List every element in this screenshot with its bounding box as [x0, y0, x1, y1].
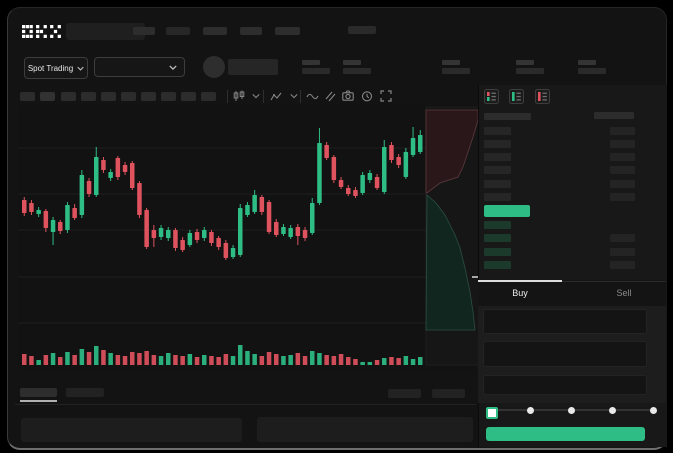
tab-sell[interactable]: Sell [616, 288, 632, 298]
trade-tabs: Buy Sell [478, 280, 666, 306]
ask-amount-placeholder[interactable] [610, 180, 635, 188]
pair-selector[interactable] [94, 57, 185, 77]
bid-amount-placeholder[interactable] [610, 234, 635, 242]
ask-amount-placeholder[interactable] [610, 127, 635, 135]
ask-amount-placeholder[interactable] [610, 153, 635, 161]
ticker-stat [516, 60, 546, 75]
interval-placeholder[interactable] [181, 92, 196, 101]
interval-placeholder[interactable] [101, 92, 116, 101]
pair-name-placeholder [228, 59, 278, 75]
interval-buttons [20, 92, 220, 101]
alert-clock-icon[interactable] [361, 90, 373, 102]
ask-amount-placeholder[interactable] [610, 166, 635, 174]
ask-amount-placeholder[interactable] [610, 193, 635, 201]
bid-price-placeholder[interactable] [484, 261, 511, 269]
ask-price-placeholder[interactable] [484, 153, 511, 161]
interval-placeholder[interactable] [61, 92, 76, 101]
candles-layer [22, 127, 423, 260]
ticker-stat [578, 60, 608, 75]
price-input[interactable] [483, 309, 647, 334]
toolbar-divider [300, 90, 301, 103]
depth-overlay [425, 106, 478, 366]
active-tab-indicator [478, 280, 562, 282]
orderbook-col-header-price [484, 113, 531, 120]
ask-price-placeholder[interactable] [484, 180, 511, 188]
ticker-stat [302, 60, 332, 75]
book-combined-icon[interactable] [484, 89, 499, 104]
nav-item-placeholder[interactable] [203, 27, 227, 35]
search-input[interactable] [66, 23, 145, 40]
amount-input[interactable] [483, 341, 647, 367]
nav-item-placeholder[interactable] [240, 27, 262, 35]
interval-placeholder[interactable] [121, 92, 136, 101]
toolbar-divider [227, 90, 228, 103]
bid-price-placeholder[interactable] [484, 221, 511, 229]
chevron-down-icon [77, 66, 84, 71]
price-chart-svg [18, 106, 478, 366]
nav-item-placeholder[interactable] [166, 27, 190, 35]
indicator-wave-icon[interactable] [306, 92, 319, 101]
slider-step-dot[interactable] [650, 407, 657, 414]
ask-amount-placeholder[interactable] [610, 140, 635, 148]
token-avatar[interactable] [203, 56, 225, 78]
ask-price-placeholder[interactable] [484, 166, 511, 174]
compare-icon[interactable] [324, 90, 336, 102]
bid-amount-placeholder[interactable] [610, 248, 635, 256]
nav-item-placeholder[interactable] [275, 27, 300, 35]
bid-price-placeholder[interactable] [484, 234, 511, 242]
orderbook-view-toggles [484, 89, 550, 109]
bid-amount-placeholder[interactable] [610, 261, 635, 269]
interval-placeholder[interactable] [20, 92, 35, 101]
bid-price-placeholder[interactable] [484, 248, 511, 256]
bottom-tab-placeholder[interactable] [66, 388, 104, 397]
bottom-panel-placeholder [21, 418, 242, 442]
ticker-stat [343, 60, 373, 75]
interval-placeholder[interactable] [201, 92, 216, 101]
tabs-divider [478, 281, 666, 282]
volume-layer [22, 345, 423, 365]
camera-icon[interactable] [342, 90, 354, 101]
order-form [478, 306, 666, 403]
ask-price-placeholder[interactable] [484, 127, 511, 135]
candles-icon[interactable] [233, 90, 245, 102]
interval-placeholder[interactable] [161, 92, 176, 101]
last-price-badge[interactable] [484, 205, 530, 217]
book-asks-icon[interactable] [534, 89, 550, 104]
interval-placeholder[interactable] [81, 92, 96, 101]
okx-logo-icon [22, 25, 61, 38]
price-chart[interactable] [18, 105, 478, 370]
okx-logo[interactable] [22, 25, 62, 38]
bottom-divider [15, 404, 476, 405]
nav-item-placeholder[interactable] [133, 27, 155, 35]
bottom-tab-active-underline [20, 400, 57, 402]
interval-placeholder[interactable] [141, 92, 156, 101]
buy-submit-button[interactable] [486, 427, 645, 441]
total-input[interactable] [483, 375, 647, 395]
line-chart-icon[interactable] [270, 91, 282, 102]
chevron-down-icon[interactable] [252, 93, 260, 99]
ticker-stat [442, 60, 472, 75]
orderbook-col-header-amount [594, 112, 634, 119]
book-bids-icon[interactable] [509, 89, 525, 104]
toolbar-divider [263, 90, 264, 103]
chevron-down-icon[interactable] [290, 93, 298, 99]
bottom-panel-placeholder [257, 417, 473, 442]
slider-step-dot[interactable] [609, 407, 616, 414]
ask-price-placeholder[interactable] [484, 140, 511, 148]
nav-item-placeholder[interactable] [348, 26, 376, 34]
slider-step-dot[interactable] [527, 407, 534, 414]
slider-step-dot[interactable] [568, 407, 575, 414]
slider-handle[interactable] [486, 407, 498, 419]
bottom-action-placeholder[interactable] [432, 389, 465, 398]
market-type-label: Spot Trading [27, 63, 74, 73]
bottom-action-placeholder[interactable] [388, 389, 421, 398]
interval-placeholder[interactable] [40, 92, 55, 101]
fullscreen-icon[interactable] [380, 90, 392, 102]
market-type-selector[interactable]: Spot Trading [24, 57, 88, 79]
bottom-tab-placeholder[interactable] [20, 388, 57, 397]
tab-buy[interactable]: Buy [512, 288, 528, 298]
ask-price-placeholder[interactable] [484, 193, 511, 201]
chevron-down-icon [169, 64, 177, 70]
